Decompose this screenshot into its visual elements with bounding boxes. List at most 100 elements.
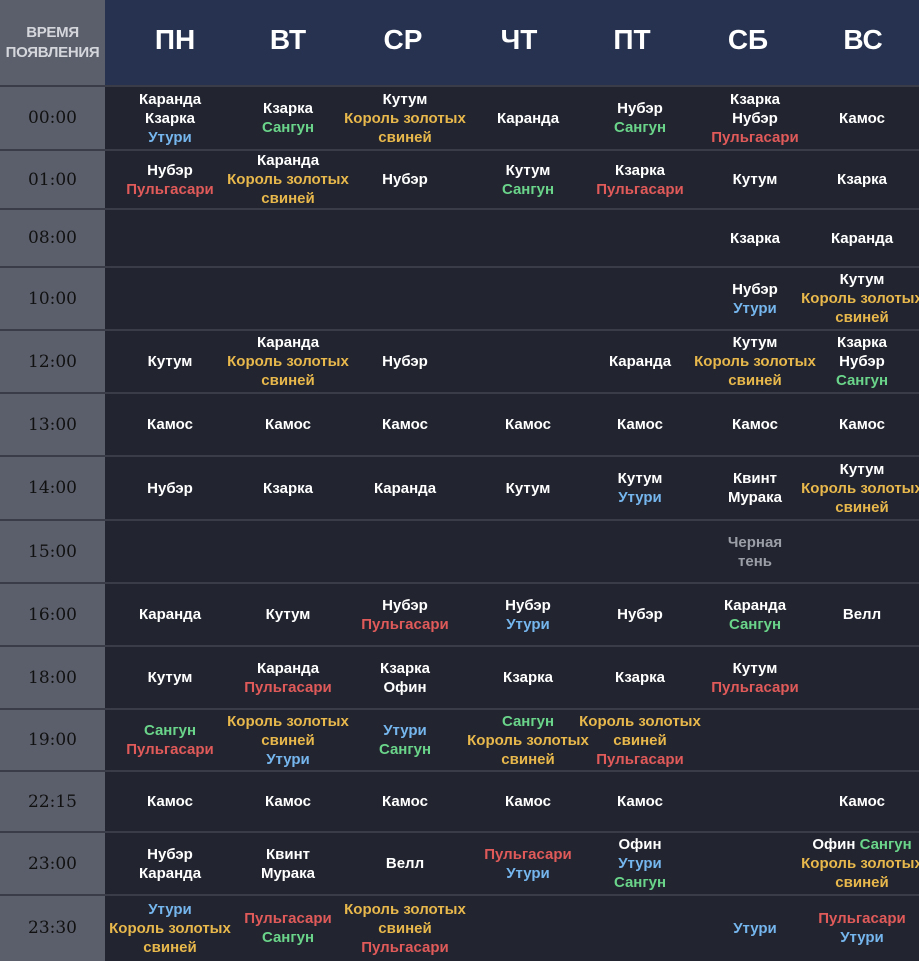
boss-name: Кутум <box>505 479 551 497</box>
schedule-cell-tue: Каранда Король золотых свиней <box>223 330 353 393</box>
schedule-cell-wed: Утури Сангун <box>340 709 470 771</box>
boss-entry: Каранда <box>257 151 319 170</box>
boss-name: Кзарка <box>615 669 665 686</box>
boss-entry: свиней <box>378 128 431 147</box>
schedule-cell-tue: Каранда Король золотых свиней <box>223 150 353 209</box>
boss-name: Камос <box>265 416 311 433</box>
boss-entry: Камос <box>617 792 663 811</box>
schedule-cell-sun: Пульгасари Утури <box>797 895 919 961</box>
boss-name: Король золотых <box>227 353 349 370</box>
boss-entry: Нубэр <box>382 170 428 189</box>
schedule-cell-thu: Каранда <box>463 86 593 150</box>
schedule-cell-sat: Кзарка Нубэр Пульгасари <box>690 86 820 150</box>
schedule-cell-wed: Камос <box>340 393 470 456</box>
schedule-cell-thu <box>463 895 593 961</box>
boss-name: Кутум <box>147 353 193 370</box>
boss-entry: свиней <box>261 189 314 208</box>
boss-entry: Сангун <box>502 180 554 199</box>
boss-entry: Пульгасари <box>711 678 799 697</box>
boss-entry: Король золотых <box>467 731 589 750</box>
schedule-cell-fri: Каранда <box>575 330 705 393</box>
boss-entry: свиней <box>835 308 888 327</box>
boss-entry: Камос <box>617 415 663 434</box>
boss-entry: Сангун <box>836 371 888 390</box>
boss-name: Король золотых <box>579 712 701 730</box>
schedule-cell-mon: Нубэр <box>105 456 235 520</box>
row-divider <box>0 208 919 210</box>
boss-name: Король золотых <box>227 171 349 188</box>
boss-entry: Король золотых <box>227 712 349 731</box>
boss-name: Каранда <box>256 152 320 169</box>
row-divider <box>0 894 919 896</box>
schedule-cell-sat: Кутум Пульгасари <box>690 646 820 709</box>
boss-name: Сангун <box>859 836 912 853</box>
schedule-cell-tue <box>223 209 353 267</box>
schedule-cell-sat: Камос <box>690 393 820 456</box>
boss-name: свиней <box>501 750 555 768</box>
boss-name: Пульгасари <box>244 910 332 927</box>
day-header-sun: ВС <box>843 24 883 55</box>
boss-name: Велл <box>385 855 425 872</box>
schedule-cell-fri: Нубэр <box>575 583 705 646</box>
boss-name: Нубэр <box>732 280 778 298</box>
boss-entry: Пульгасари <box>244 909 332 928</box>
boss-entry: Нубэр <box>505 596 551 615</box>
schedule-cell-sun: Кзарка <box>797 150 919 209</box>
schedule-cell-fri: Офин Утури Сангун <box>575 832 705 895</box>
boss-name: Кутум <box>732 334 778 351</box>
schedule-cell-mon <box>105 267 235 330</box>
boss-entry: свиней <box>613 731 666 750</box>
schedule-cell-mon: Кутум <box>105 646 235 709</box>
day-header-thu: ЧТ <box>500 24 538 55</box>
boss-name: Нубэр <box>147 845 193 863</box>
time-column <box>0 0 105 961</box>
boss-entry: Кутум <box>506 161 551 180</box>
boss-name: Офин <box>618 836 662 853</box>
boss-name: Камос <box>147 793 193 810</box>
boss-name: Камос <box>617 793 663 810</box>
schedule-cell-mon <box>105 520 235 583</box>
boss-name: Король золотых <box>344 900 466 918</box>
boss-entry: Король золотых <box>801 479 919 498</box>
row-divider <box>0 392 919 394</box>
time-label: 08:00 <box>28 228 77 248</box>
boss-name: свиней <box>378 128 432 146</box>
boss-name: Камос <box>839 793 885 810</box>
boss-entry: Пульгасари <box>596 180 684 199</box>
boss-name: Камос <box>839 109 885 127</box>
schedule-cell-mon: Каранда Кзарка Утури <box>105 86 235 150</box>
schedule-cell-tue: Каранда Пульгасари <box>223 646 353 709</box>
boss-name: Кзарка <box>263 100 313 117</box>
boss-entry: свиней <box>261 371 314 390</box>
boss-entry: Нубэр <box>382 596 428 615</box>
boss-name: Сангун <box>613 874 667 891</box>
schedule-cell-thu: Камос <box>463 771 593 832</box>
day-header-row <box>105 0 919 86</box>
boss-entry: Кутум <box>733 659 778 678</box>
schedule-cell-thu: Кутум <box>463 456 593 520</box>
boss-entry: свиней <box>143 938 196 957</box>
boss-entry: Кзарка <box>615 161 665 180</box>
schedule-cell-tue: Кзарка <box>223 456 353 520</box>
boss-entry: Офин <box>383 678 426 697</box>
boss-entry: Пульгасари <box>126 180 214 199</box>
boss-entry: Каранда <box>139 605 201 624</box>
boss-name: Кутум <box>265 606 311 623</box>
boss-name: Каранда <box>138 864 202 882</box>
time-label: 14:00 <box>28 478 77 498</box>
schedule-cell-wed <box>340 267 470 330</box>
boss-name: Камос <box>147 416 193 433</box>
boss-entry: Кутум <box>733 170 778 189</box>
boss-name: Черная <box>727 533 783 551</box>
time-label: 22:15 <box>28 791 77 812</box>
boss-name: Король золотых <box>344 109 466 127</box>
schedule-cell-wed: Велл <box>340 832 470 895</box>
boss-entry: Офин <box>618 835 661 854</box>
schedule-cell-sun <box>797 646 919 709</box>
boss-entry: Каранда <box>724 596 786 615</box>
schedule-cell-fri: Нубэр Сангун <box>575 86 705 150</box>
boss-entry: Утури <box>506 864 550 883</box>
boss-name: Кзарка <box>503 669 553 686</box>
boss-entry: Король золотых <box>694 352 816 371</box>
boss-entry: Пульгасари <box>361 615 449 634</box>
